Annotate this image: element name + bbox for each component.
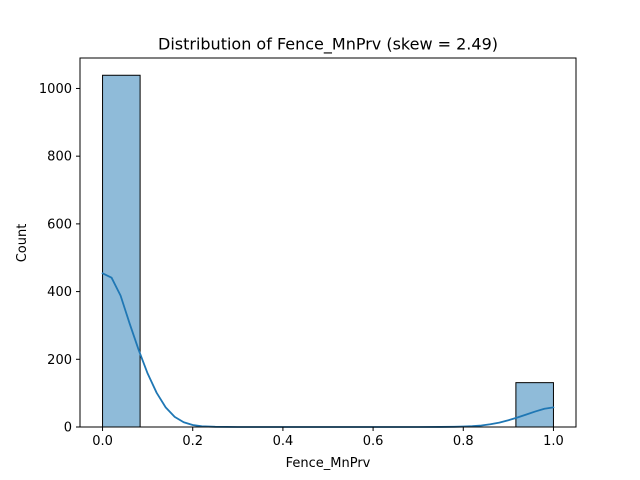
x-tick-label: 0.8 [453, 434, 474, 449]
y-axis-label: Count [15, 224, 30, 263]
plot-area [101, 74, 555, 428]
y-tick-label: 800 [47, 150, 72, 165]
x-tick-label: 0.0 [92, 434, 113, 449]
y-tick-label: 200 [47, 353, 72, 368]
y-tick-label: 600 [47, 217, 72, 232]
y-tick-label: 1000 [39, 82, 72, 97]
y-tick-label: 400 [47, 285, 72, 300]
chart-title: Distribution of Fence_MnPrv (skew = 2.49… [158, 35, 498, 55]
x-tick-label: 0.2 [182, 434, 203, 449]
kde-curve [101, 272, 555, 428]
y-tick-label: 0 [64, 421, 72, 436]
x-tick-label: 0.4 [273, 434, 294, 449]
x-axis-label: Fence_MnPrv [286, 456, 371, 471]
histogram-bar-1 [515, 382, 554, 428]
axes-frame [79, 57, 577, 428]
axes: 0.0 0.2 0.4 0.6 0.8 1.0 0 200 400 600 800 1000 [39, 57, 577, 449]
histogram-bar-0 [102, 74, 141, 428]
x-tick-label: 1.0 [543, 434, 564, 449]
x-tick-label: 0.6 [363, 434, 384, 449]
